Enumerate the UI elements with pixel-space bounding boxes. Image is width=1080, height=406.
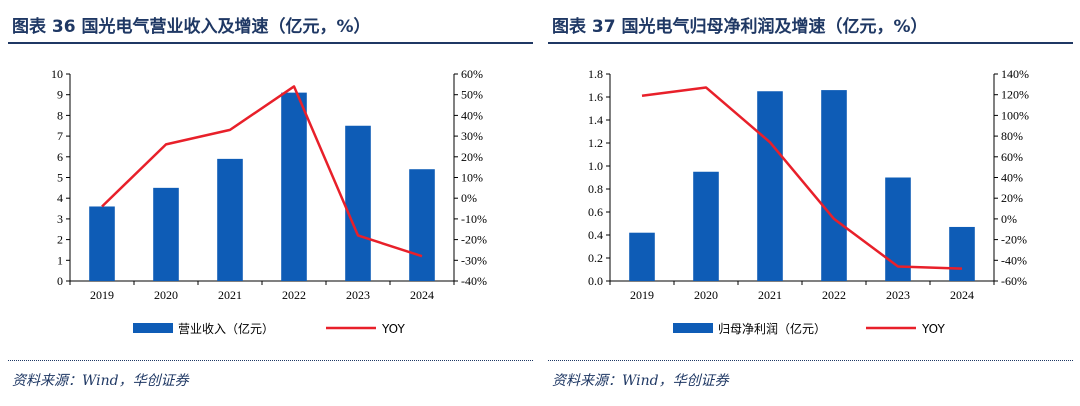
y-tick-label-left: 0.4 — [588, 228, 603, 242]
y-tick-label-left: 6 — [57, 150, 63, 164]
x-tick-label: 2024 — [950, 288, 974, 302]
legend-label-line: YOY — [381, 322, 405, 336]
y-tick-label-left: 1.8 — [588, 67, 603, 81]
yoy-line — [101, 85, 423, 258]
y-tick-label-right: -10% — [461, 212, 487, 226]
y-tick-label-right: -30% — [461, 253, 487, 267]
y-tick-label-right: 20% — [461, 150, 483, 164]
y-tick-label-right: 40% — [1001, 171, 1023, 185]
y-tick-label-right: 0% — [461, 191, 477, 205]
legend-label-line: YOY — [921, 322, 945, 336]
source-note: 资料来源：Wind，华创证券 — [12, 373, 189, 389]
x-tick-label: 2020 — [694, 288, 718, 302]
bar — [693, 171, 719, 281]
source-divider — [8, 360, 533, 361]
bar — [757, 91, 783, 281]
y-tick-label-left: 3 — [57, 212, 63, 226]
y-tick-label-right: 0% — [1001, 212, 1017, 226]
bar — [885, 177, 911, 281]
bar — [89, 206, 115, 281]
x-tick-label: 2024 — [410, 288, 434, 302]
y-tick-label-right: 30% — [461, 129, 483, 143]
bar — [629, 232, 655, 281]
x-tick-label: 2019 — [630, 288, 654, 302]
y-tick-label-right: 10% — [461, 171, 483, 185]
bar — [821, 90, 847, 281]
chart-title: 图表 37 国光电气归母净利润及增速（亿元，%） — [552, 17, 928, 37]
bar — [281, 92, 307, 281]
legend-label-bar: 归母净利润（亿元） — [718, 321, 826, 336]
y-tick-label-left: 9 — [57, 88, 63, 102]
x-tick-label: 2022 — [822, 288, 846, 302]
y-tick-label-right: 120% — [1001, 88, 1029, 102]
y-tick-label-right: 100% — [1001, 108, 1029, 122]
y-tick-label-right: -40% — [461, 274, 487, 288]
legend-swatch-bar — [673, 323, 713, 333]
bar — [153, 187, 179, 281]
y-tick-label-right: 60% — [461, 67, 483, 81]
source-note: 资料来源：Wind，华创证券 — [552, 373, 729, 389]
y-tick-label-left: 0.0 — [588, 274, 603, 288]
bar — [217, 158, 243, 281]
y-tick-label-left: 2 — [57, 233, 63, 247]
y-tick-label-right: -60% — [1001, 274, 1027, 288]
y-tick-label-left: 4 — [57, 191, 63, 205]
x-tick-label: 2021 — [218, 288, 242, 302]
legend-label-bar: 营业收入（亿元） — [178, 321, 274, 336]
y-tick-label-left: 0 — [57, 274, 63, 288]
y-tick-label-right: 60% — [1001, 150, 1023, 164]
y-tick-label-right: 40% — [461, 108, 483, 122]
legend-swatch-bar — [133, 323, 173, 333]
source-divider — [548, 360, 1073, 361]
title-divider — [8, 42, 533, 44]
x-tick-label: 2023 — [886, 288, 910, 302]
x-tick-label: 2020 — [154, 288, 178, 302]
y-tick-label-left: 10 — [51, 67, 63, 81]
y-tick-label-right: -40% — [1001, 253, 1027, 267]
y-tick-label-left: 1 — [57, 253, 63, 267]
bar — [409, 169, 435, 281]
x-tick-label: 2022 — [282, 288, 306, 302]
chart-panel-net-profit: 图表 37 国光电气归母净利润及增速（亿元，%） 0.0 0.2 0.4 0.6 0.8… — [548, 0, 1073, 406]
y-tick-label-left: 1.4 — [588, 113, 603, 127]
y-tick-label-left: 1.6 — [588, 90, 603, 104]
y-tick-label-right: 80% — [1001, 129, 1023, 143]
y-tick-label-left: 7 — [57, 129, 63, 143]
x-tick-label: 2023 — [346, 288, 370, 302]
y-tick-label-left: 1.2 — [588, 136, 603, 150]
chart-panel-revenue: 图表 36 国光电气营业收入及增速（亿元，%） 0 1 2 3 4 5 6 7 8 9 10 -40%… — [8, 0, 533, 406]
net-profit-chart: 0.0 0.2 0.4 0.6 0.8 1.0 1.2 1.4 1.6 1.8 -60% -40% -2… — [588, 67, 1029, 336]
title-divider — [548, 42, 1073, 44]
revenue-chart: 0 1 2 3 4 5 6 7 8 9 10 -40% -30% -20% -10% 0% 10% 20% 30% 4… — [51, 67, 487, 336]
bar — [345, 125, 371, 281]
y-tick-label-right: 50% — [461, 88, 483, 102]
y-tick-label-right: 20% — [1001, 191, 1023, 205]
x-tick-label: 2019 — [90, 288, 114, 302]
y-tick-label-right: -20% — [461, 233, 487, 247]
y-tick-label-left: 1.0 — [588, 159, 603, 173]
bar — [949, 226, 975, 281]
y-tick-label-left: 0.6 — [588, 205, 603, 219]
yoy-line — [641, 86, 963, 270]
y-tick-label-left: 5 — [57, 171, 63, 185]
y-tick-label-left: 0.2 — [588, 251, 603, 265]
y-tick-label-left: 8 — [57, 108, 63, 122]
y-tick-label-right: -20% — [1001, 233, 1027, 247]
x-tick-label: 2021 — [758, 288, 782, 302]
y-tick-label-left: 0.8 — [588, 182, 603, 196]
y-tick-label-right: 140% — [1001, 67, 1029, 81]
chart-title: 图表 36 国光电气营业收入及增速（亿元，%） — [12, 17, 371, 37]
